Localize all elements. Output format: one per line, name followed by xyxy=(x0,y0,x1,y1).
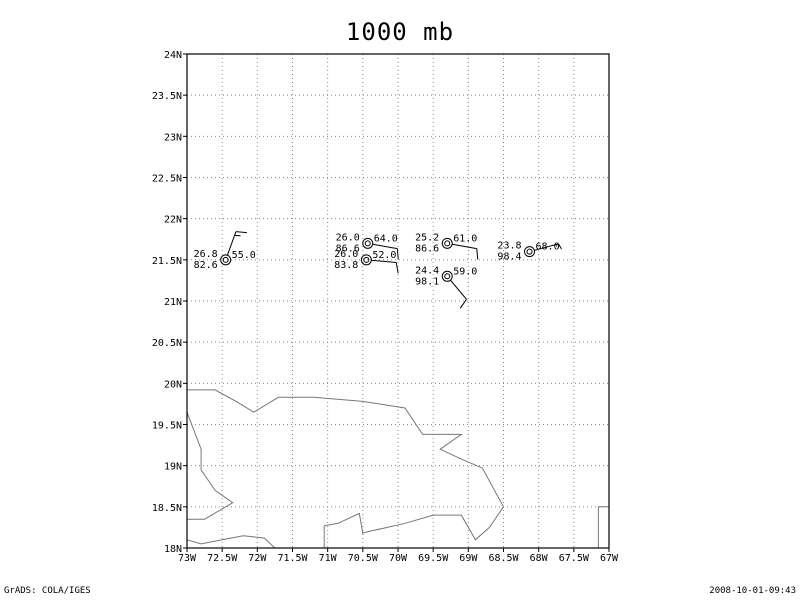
station-pressure: 52.0 xyxy=(372,250,396,261)
station-model: 23.898.4 68.0 xyxy=(497,241,562,263)
station-pressure: 59.0 xyxy=(453,266,477,277)
station-dewpoint: 98.1 xyxy=(415,276,439,287)
wind-barb-staff xyxy=(372,243,398,250)
axis-ticks: 73W 72.5W 72W 71.5W 71W 70.5W 70W 69.5W 69W 68.5W… xyxy=(152,50,619,564)
x-tick-label: 70W xyxy=(389,553,408,564)
station-dewpoint: 86.6 xyxy=(415,243,439,254)
station-model: 25.286.6 61.0 xyxy=(415,232,479,260)
y-tick-label: 22.5N xyxy=(152,174,182,185)
station-temperature: 23.8 xyxy=(497,241,521,252)
station-circle xyxy=(360,254,372,266)
station-circle xyxy=(524,246,536,258)
wind-barb-feather xyxy=(235,231,247,234)
x-tick-label: 67.5W xyxy=(559,553,590,564)
grid-lines xyxy=(187,54,609,548)
y-tick-label: 23.5N xyxy=(152,91,182,102)
coastline xyxy=(597,506,609,548)
map-title: 1000 mb xyxy=(345,18,455,46)
x-tick-label: 68W xyxy=(530,553,549,564)
y-tick-label: 19N xyxy=(164,462,182,473)
coastline xyxy=(186,412,234,520)
station-dewpoint: 83.8 xyxy=(334,260,358,271)
y-tick-label: 20.5N xyxy=(152,338,182,349)
x-tick-label: 69.5W xyxy=(418,553,449,564)
x-tick-label: 72.5W xyxy=(207,553,238,564)
station-inner-circle xyxy=(444,240,451,247)
station-models: 26.882.655.026.086.664.026.083.852.025.2… xyxy=(194,231,562,309)
y-tick-label: 18N xyxy=(164,544,182,555)
station-inner-circle xyxy=(364,240,371,247)
station-pressure: 64.0 xyxy=(374,233,398,244)
station-temperature: 24.4 xyxy=(415,265,439,276)
wind-barb-staff xyxy=(452,243,477,250)
station-circle xyxy=(441,270,453,282)
y-tick-label: 18.5N xyxy=(152,503,182,514)
x-tick-label: 71.5W xyxy=(277,553,308,564)
station-temperature: 26.0 xyxy=(336,232,360,243)
wind-barb-feather xyxy=(234,234,241,237)
x-tick-label: 72W xyxy=(248,553,267,564)
station-dewpoint: 98.4 xyxy=(497,252,521,263)
y-tick-label: 20N xyxy=(164,379,182,390)
wind-barb-feather xyxy=(396,248,399,260)
x-tick-label: 69W xyxy=(459,553,478,564)
coastlines xyxy=(186,389,609,549)
map-frame xyxy=(186,53,610,549)
station-circle xyxy=(441,237,453,249)
x-tick-label: 70.5W xyxy=(348,553,379,564)
wind-barb-feather xyxy=(558,243,562,250)
wind-barb-feather xyxy=(476,248,479,260)
y-tick-label: 23N xyxy=(164,132,182,143)
x-tick-label: 71W xyxy=(319,553,338,564)
x-tick-label: 67W xyxy=(600,553,619,564)
station-pressure: 55.0 xyxy=(232,250,256,261)
wind-barb-staff xyxy=(534,243,559,251)
station-circle xyxy=(362,237,374,249)
y-tick-label: 21N xyxy=(164,297,182,308)
coastline xyxy=(187,389,505,548)
station-temperature: 26.0 xyxy=(334,249,358,260)
station-model: 24.498.1 59.0 xyxy=(415,265,477,309)
station-inner-circle xyxy=(444,273,451,280)
station-pressure: 61.0 xyxy=(453,233,477,244)
station-dewpoint: 86.6 xyxy=(336,243,360,254)
wind-barb-staff xyxy=(371,259,397,263)
coastline xyxy=(186,535,276,549)
station-inner-circle xyxy=(526,248,533,255)
station-inner-circle xyxy=(363,256,370,263)
station-circle xyxy=(220,254,232,266)
x-tick-label: 73W xyxy=(178,553,197,564)
footer-timestamp: 2008-10-01-09:43 xyxy=(709,586,796,596)
wind-barb-staff xyxy=(226,231,237,256)
y-tick-label: 22N xyxy=(164,215,182,226)
station-model: 26.083.8 52.0 xyxy=(334,249,399,274)
station-temperature: 26.8 xyxy=(194,249,218,260)
station-temperature: 25.2 xyxy=(415,232,439,243)
y-tick-label: 21.5N xyxy=(152,256,182,267)
station-pressure: 68.0 xyxy=(536,242,560,253)
wind-barb-feather xyxy=(395,262,399,274)
station-model: 26.086.6 64.0 xyxy=(336,232,399,260)
station-inner-circle xyxy=(222,256,229,263)
station-model: 26.882.6 55.0 xyxy=(194,231,256,271)
footer-credit: GrADS: COLA/IGES xyxy=(4,586,91,596)
wind-barb-feather xyxy=(459,298,467,309)
station-dewpoint: 82.6 xyxy=(194,260,218,271)
wind-barb-staff xyxy=(450,279,467,300)
x-tick-label: 68.5W xyxy=(488,553,519,564)
y-tick-label: 19.5N xyxy=(152,421,182,432)
y-tick-label: 24N xyxy=(164,50,182,61)
